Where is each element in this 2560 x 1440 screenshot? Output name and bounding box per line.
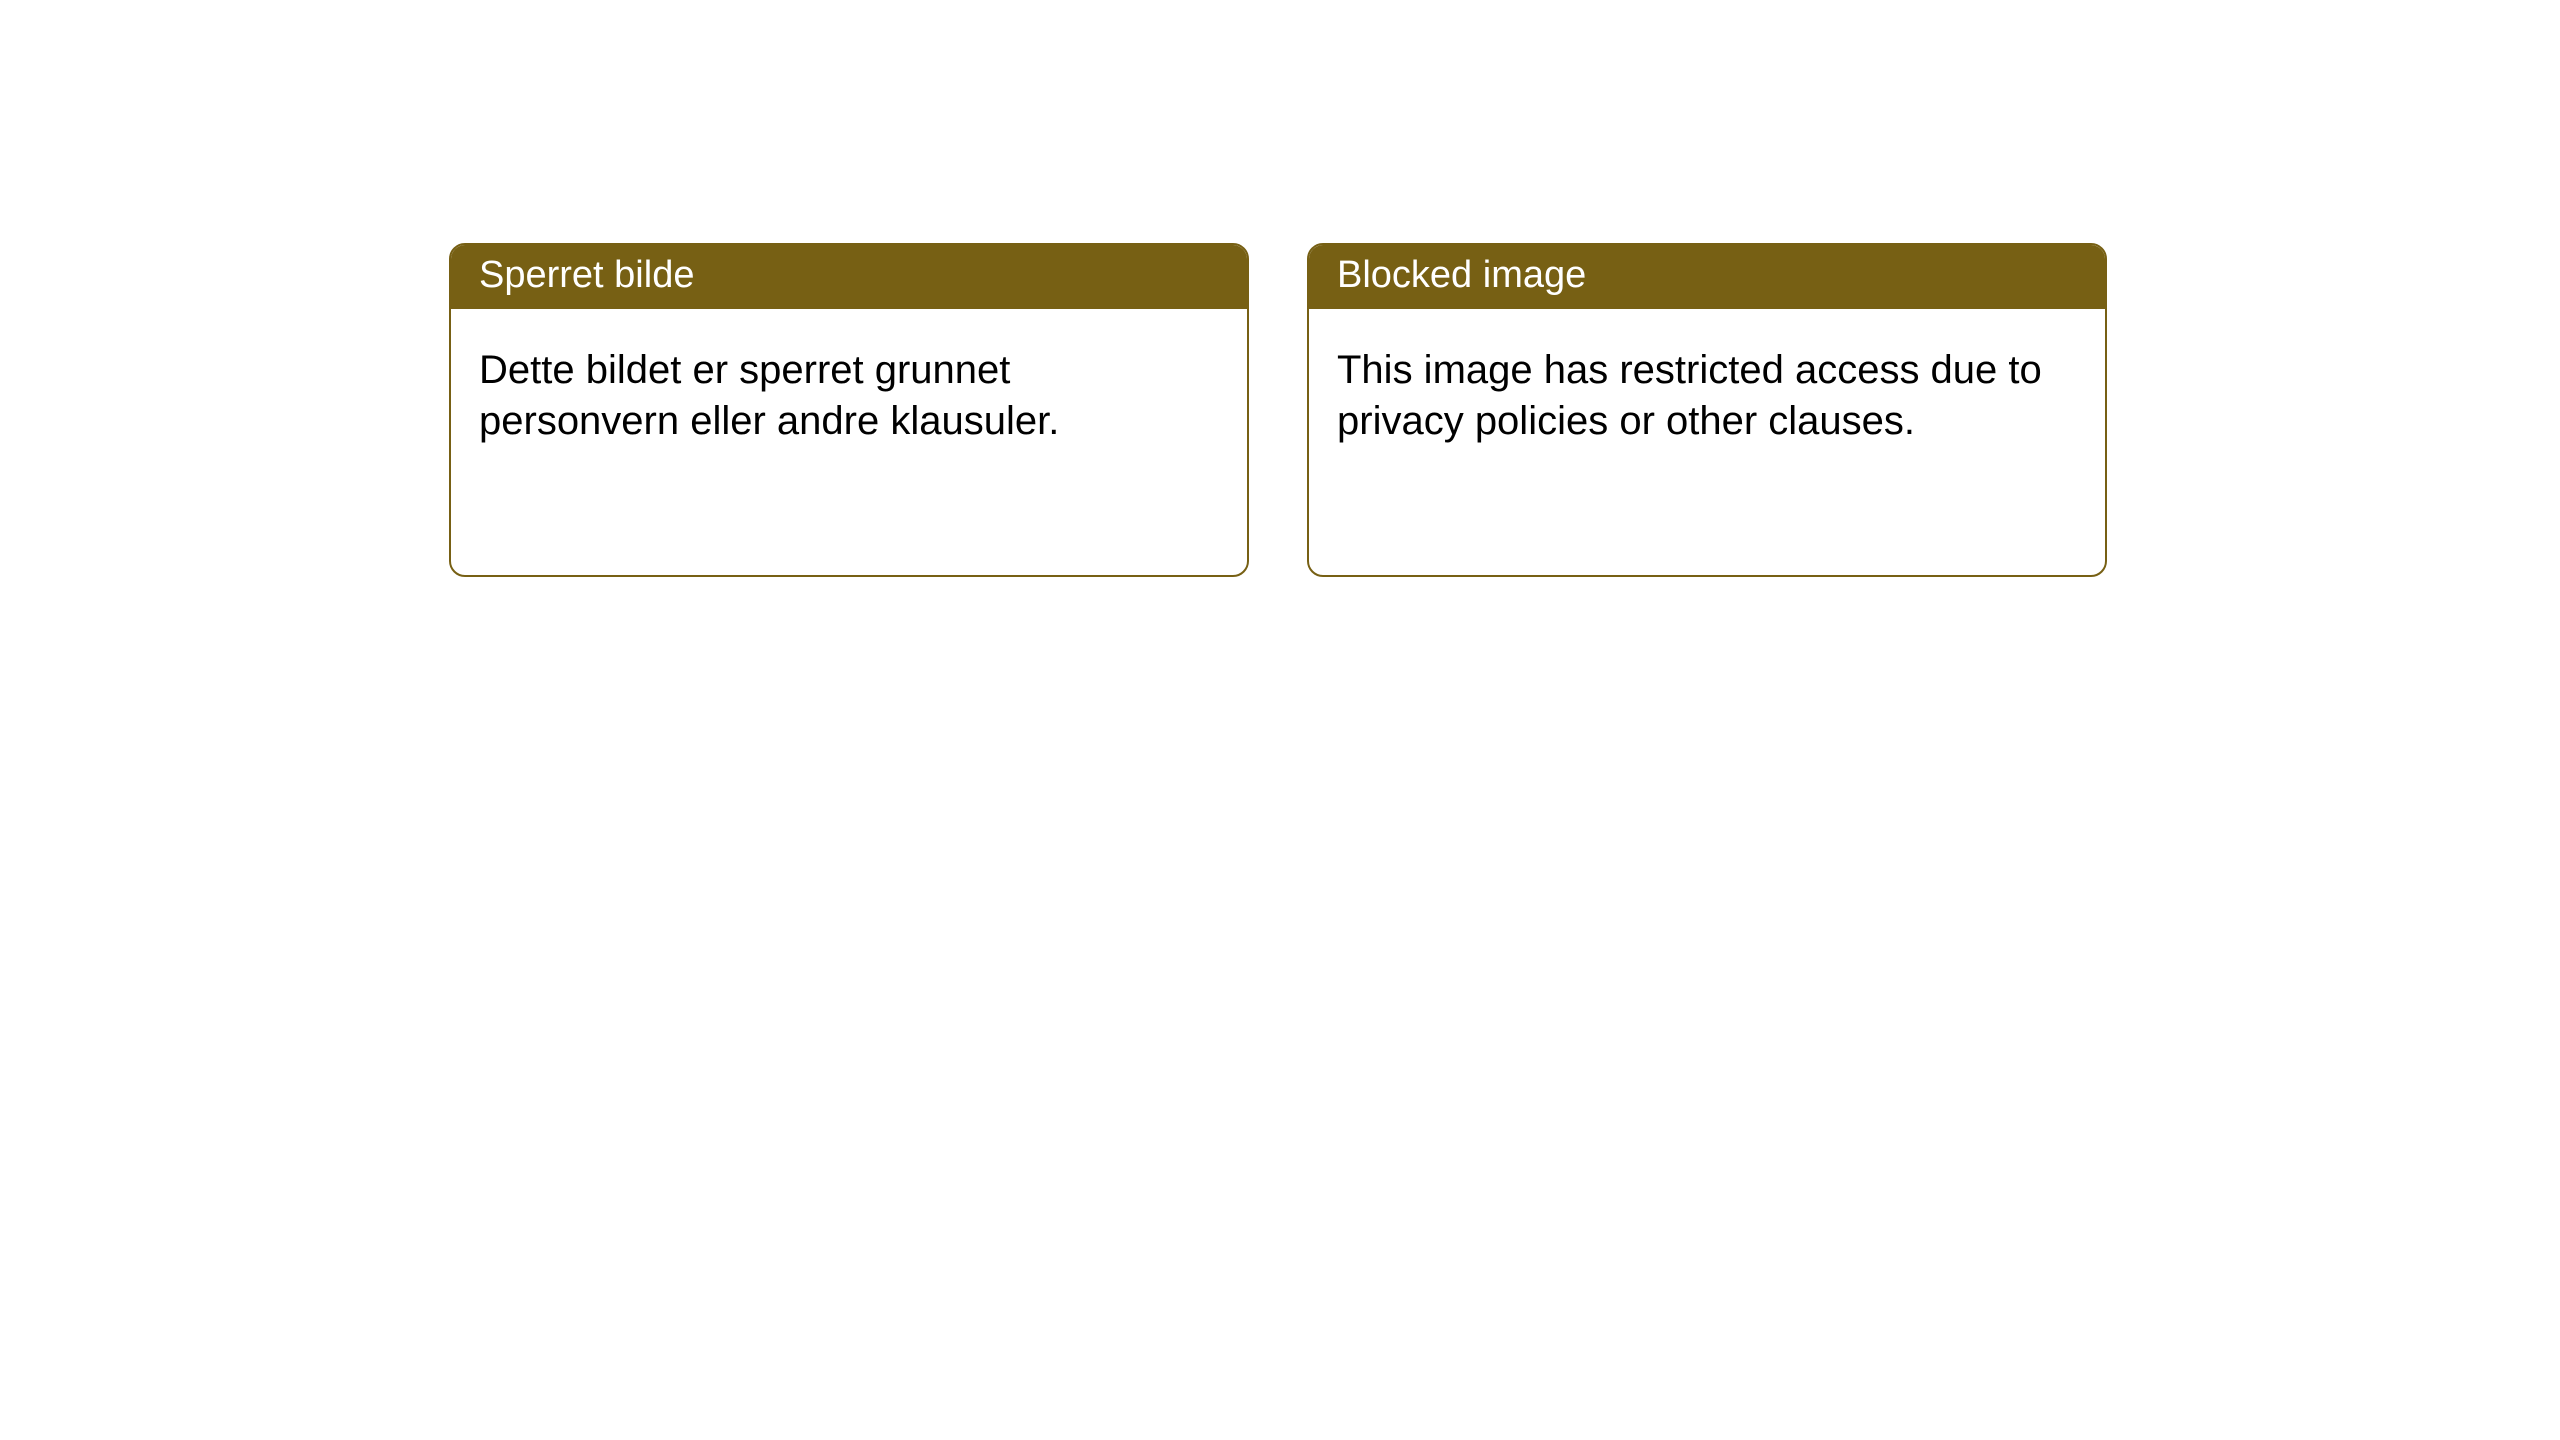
notice-body: Dette bildet er sperret grunnet personve…: [451, 309, 1247, 483]
notice-header: Sperret bilde: [451, 245, 1247, 309]
notice-header: Blocked image: [1309, 245, 2105, 309]
notice-body: This image has restricted access due to …: [1309, 309, 2105, 483]
notices-container: Sperret bilde Dette bildet er sperret gr…: [449, 243, 2107, 577]
notice-box-english: Blocked image This image has restricted …: [1307, 243, 2107, 577]
notice-box-norwegian: Sperret bilde Dette bildet er sperret gr…: [449, 243, 1249, 577]
